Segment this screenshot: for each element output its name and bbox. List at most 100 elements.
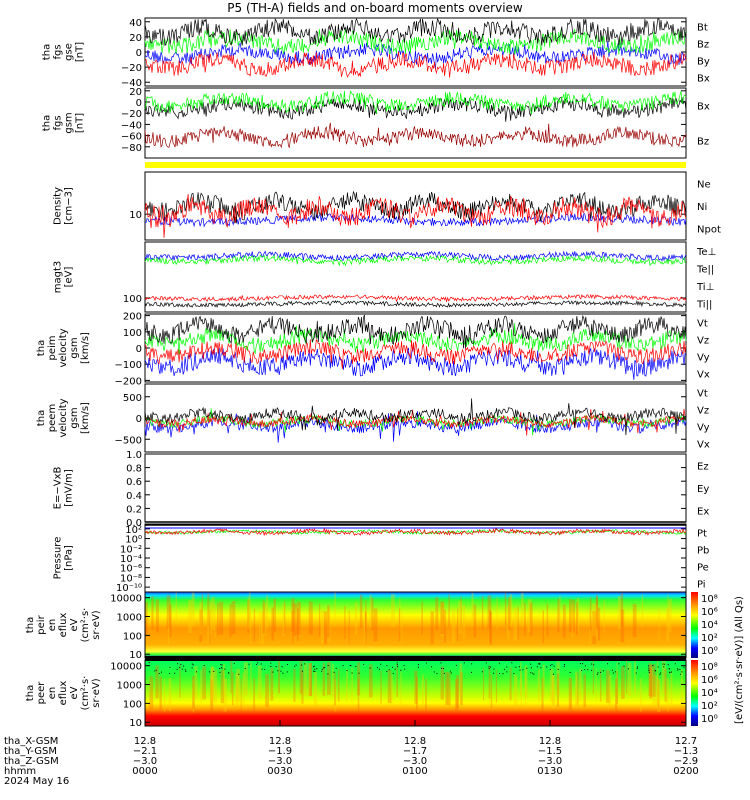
y-tick-label: −20 (121, 109, 142, 120)
time-row-value: −3.0 (403, 756, 427, 767)
spectrogram-streak (249, 608, 252, 642)
spectrogram-streak (270, 667, 274, 701)
spectrogram-streak (664, 668, 667, 702)
colorbar-label-text: [eV/(cm²·s·sr·eV)] (All Qs) (734, 596, 745, 724)
spectrogram-dot (579, 663, 581, 665)
spectrogram-streak (200, 670, 203, 704)
spectrogram-streak (525, 670, 527, 704)
trace-ne (144, 193, 687, 238)
y-tick-label: 10⁻⁸ (120, 573, 142, 584)
spectrogram-dot (327, 665, 329, 667)
spectrogram-streak (462, 604, 466, 638)
spectrogram-streak (625, 660, 628, 694)
y-axis-label-line: magt3 (53, 261, 64, 294)
trace-bz-gsm (144, 122, 687, 149)
spectrogram-streak (230, 660, 233, 694)
spectrogram-streak (396, 664, 399, 698)
spectrogram-streak (542, 664, 545, 698)
spectrogram-streak (354, 601, 358, 635)
spectrogram-streak (481, 595, 484, 629)
y-axis-label-line: tha (42, 44, 53, 60)
spectrogram-gap-band (145, 656, 686, 661)
y-tick-label: 10000 (110, 594, 142, 605)
spectrogram-dot (593, 664, 595, 666)
spectrogram-streak (460, 596, 462, 630)
spectrogram-dot (677, 669, 679, 671)
spectrogram-dot (358, 672, 360, 674)
y-tick-label: 0 (136, 48, 142, 59)
y-axis-label-line: eflux (58, 681, 69, 706)
spectrogram-dot (538, 662, 540, 664)
panel-efield: E=−VxB [mV/m] (53, 453, 687, 523)
spectrogram-streak (327, 661, 331, 695)
spectrogram-streak (210, 666, 215, 700)
spectrogram-streak (223, 678, 227, 712)
spectrogram-streak (529, 602, 533, 636)
y-axis-label-line: [mV/m] (64, 469, 75, 507)
legend-Pb: Pb (697, 546, 709, 557)
spectrogram-streak (509, 594, 513, 628)
trace-bx-gsm (144, 96, 687, 122)
spectrogram-streak (537, 669, 540, 703)
spectrogram-dot (596, 673, 598, 675)
spectrogram-streak (576, 675, 578, 709)
spectrogram-dot (174, 672, 176, 674)
time-row-value: −2.1 (133, 746, 157, 757)
y-tick-label: 0 (136, 344, 142, 355)
y-tick-label: 0.0 (126, 518, 142, 529)
spectrogram-streak (401, 610, 403, 644)
trace-ti-perp (144, 250, 687, 262)
spectrogram-dot (244, 667, 246, 669)
spectrogram-dot (552, 673, 554, 675)
spectrogram-streak (242, 673, 245, 707)
y-axis-label-line: [nT] (75, 113, 86, 133)
time-row-label: tha_Z-GSM (4, 756, 59, 767)
spectrogram-dot (155, 669, 157, 671)
spectrogram-streak (373, 608, 378, 642)
spectrogram-streak (621, 666, 625, 700)
time-row-value: 12.8 (539, 736, 561, 747)
spectrogram-streak (207, 609, 210, 643)
y-axis-label-line: peer (36, 681, 47, 705)
y-axis-label-line: en (47, 687, 58, 700)
spectrogram-streak (513, 607, 518, 641)
spectrogram-streak (301, 670, 304, 704)
time-row-value: −1.9 (268, 746, 292, 757)
y-axis-label-density: Density [cm−3] (53, 187, 75, 225)
y-tick-label: 10 (129, 210, 142, 221)
spectrogram-dot (652, 665, 654, 667)
spectrogram-dot (379, 668, 381, 670)
spectrogram-dot (228, 672, 230, 674)
y-tick-label: 10⁻⁶ (120, 564, 142, 575)
spectrogram-streak (390, 675, 393, 709)
spectrogram-dot (177, 663, 179, 665)
spectrogram-streak (571, 604, 574, 638)
spectrogram-dot (569, 671, 571, 673)
spectrogram-dot (191, 663, 193, 665)
spectrogram-dot (394, 668, 396, 670)
spectrogram-streak (240, 678, 242, 712)
spectrogram-dot (683, 666, 685, 668)
spectrogram-dot (506, 666, 508, 668)
spectrogram-dot (530, 672, 532, 674)
spectrogram-streak (489, 611, 493, 645)
spectrogram-streak (670, 672, 673, 706)
spectrogram-dot (463, 662, 465, 664)
spectrogram-streak (605, 669, 610, 703)
legend-Te||: Te|| (696, 264, 714, 275)
spectrogram-dot (260, 663, 262, 665)
time-row-value: 0030 (267, 766, 292, 777)
legend-Bx: Bx (697, 102, 710, 113)
spectrogram-streak (524, 602, 526, 636)
spectrogram-dot (663, 663, 665, 665)
spectrogram-streak (592, 603, 596, 637)
spectrogram-streak (648, 663, 652, 697)
spectrogram-streak (291, 598, 295, 632)
spectrogram-streak (322, 662, 326, 696)
spectrogram-dot (618, 663, 620, 665)
spectrogram-streak (337, 668, 340, 702)
y-axis-label-line: sr·eV) (91, 678, 102, 707)
spectrogram-dot (611, 669, 613, 671)
spectrogram-streak (661, 661, 666, 695)
spectrogram-dot (314, 671, 316, 673)
